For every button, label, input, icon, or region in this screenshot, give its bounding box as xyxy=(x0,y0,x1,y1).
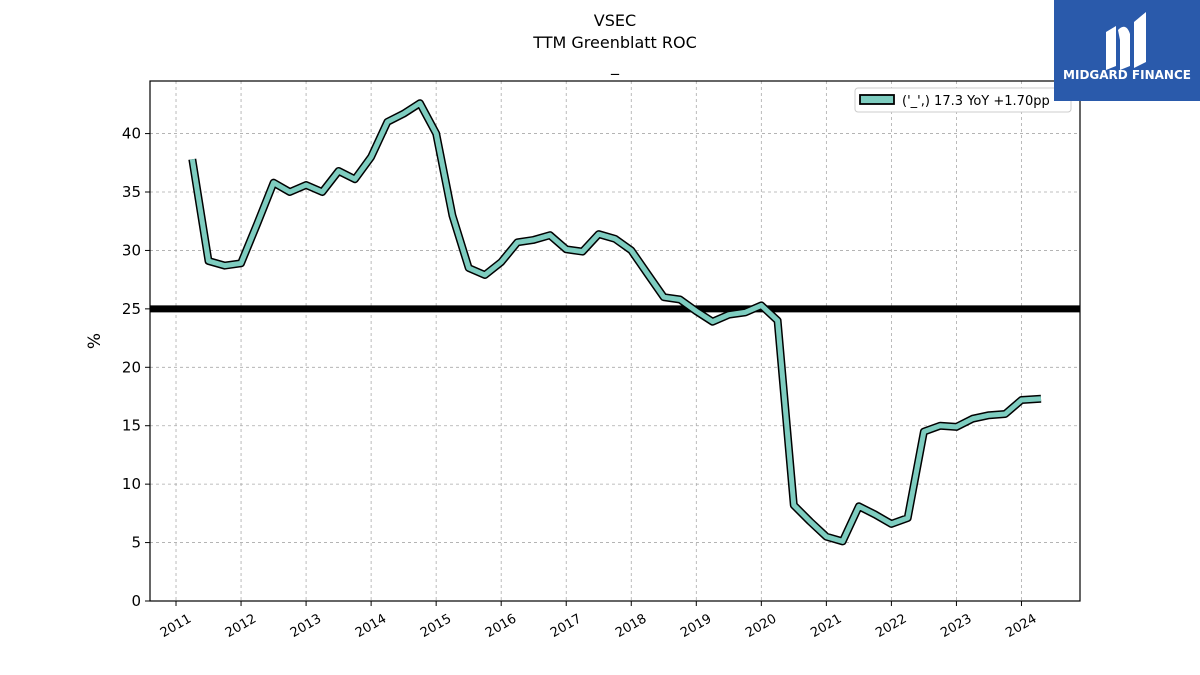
x-tick-label: 2011 xyxy=(158,611,194,641)
legend-label: ('_',) 17.3 YoY +1.70pp xyxy=(902,94,1050,109)
x-tick-label: 2015 xyxy=(418,611,454,641)
x-tick-label: 2024 xyxy=(1003,611,1039,641)
logo-text: MIDGARD FINANCE xyxy=(1063,68,1191,82)
y-tick-label: 35 xyxy=(122,183,141,201)
y-tick-label: 40 xyxy=(122,125,141,143)
series-line xyxy=(189,100,1042,544)
y-tick-label: 15 xyxy=(122,417,141,435)
midgard-finance-logo: MIDGARD FINANCE xyxy=(1054,0,1200,101)
y-tick-label: 0 xyxy=(131,592,141,610)
plot-frame xyxy=(149,80,1081,602)
legend-swatch xyxy=(859,94,895,105)
x-tick-label: 2013 xyxy=(288,611,324,641)
y-tick-label: 5 xyxy=(131,534,141,552)
logo-mark-icon xyxy=(1106,12,1146,70)
y-tick-label: 30 xyxy=(122,241,141,259)
y-tick-label: 25 xyxy=(122,300,141,318)
x-tick-label: 2022 xyxy=(873,611,909,641)
chart-subtitle: TTM Greenblatt ROC xyxy=(533,33,697,52)
x-tick-label: 2016 xyxy=(483,611,519,641)
x-tick-label: 2012 xyxy=(223,611,259,641)
y-tick-label: 10 xyxy=(122,475,141,493)
legend: ('_',) 17.3 YoY +1.70pp xyxy=(854,87,1072,113)
x-tick-label: 2023 xyxy=(938,611,974,641)
x-tick-label: 2017 xyxy=(548,611,584,641)
x-tick-label: 2019 xyxy=(678,611,714,641)
y-tick-label: 20 xyxy=(122,358,141,376)
x-tick-label: 2018 xyxy=(613,611,649,641)
y-axis-label: % xyxy=(85,333,105,349)
chart-subsubtitle: _ xyxy=(611,56,619,75)
chart-title: VSEC xyxy=(593,11,637,30)
x-tick-label: 2014 xyxy=(353,611,389,641)
x-tick-label: 2021 xyxy=(808,611,844,641)
x-tick-label: 2020 xyxy=(743,611,779,641)
